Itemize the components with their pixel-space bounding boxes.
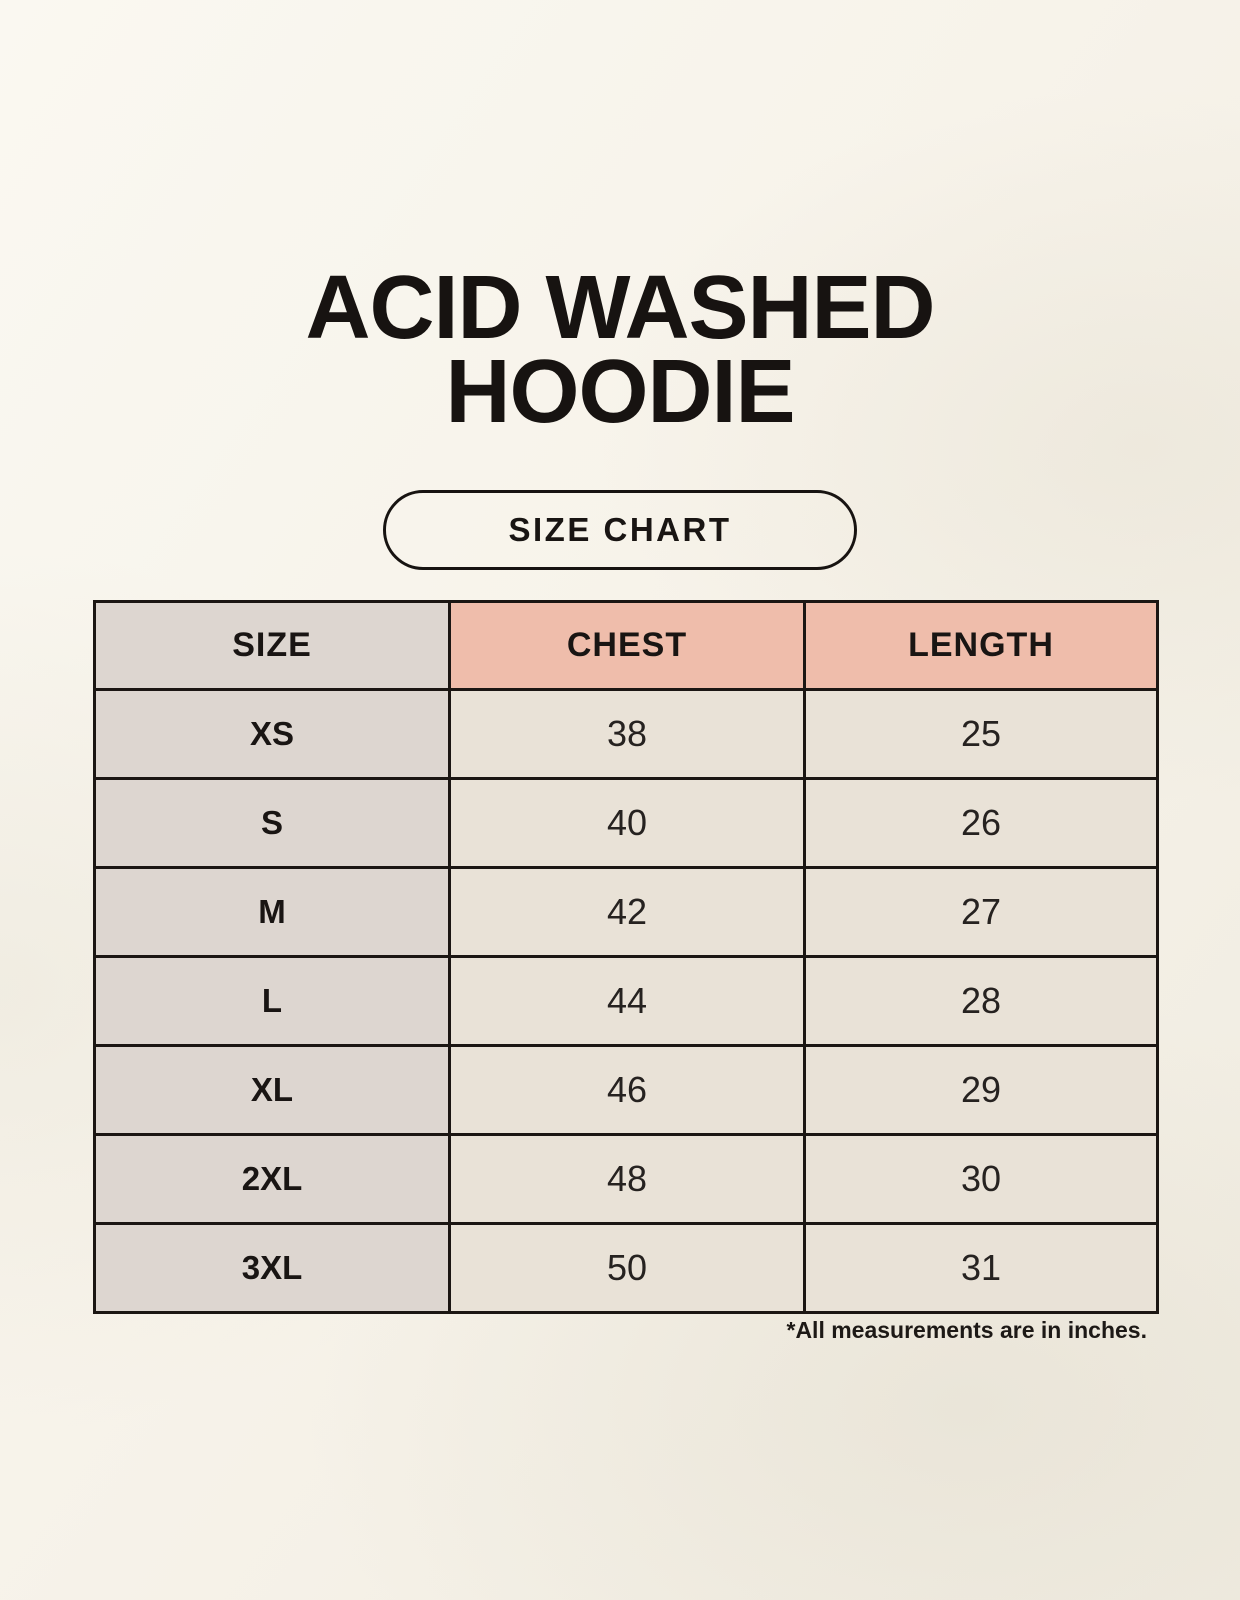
chest-cell: 50 [448, 1222, 806, 1314]
size-cell: 2XL [93, 1133, 451, 1225]
chest-cell: 46 [448, 1044, 806, 1136]
size-cell: XS [93, 688, 451, 780]
header-size: SIZE [93, 600, 451, 691]
table-row: 3XL 50 31 [93, 1222, 1159, 1314]
length-cell: 31 [803, 1222, 1159, 1314]
length-cell: 30 [803, 1133, 1159, 1225]
chest-cell: 44 [448, 955, 806, 1047]
size-cell: L [93, 955, 451, 1047]
table-row: S 40 26 [93, 777, 1159, 869]
length-cell: 29 [803, 1044, 1159, 1136]
table-row: M 42 27 [93, 866, 1159, 958]
size-chart-badge: SIZE CHART [383, 490, 857, 570]
table-row: XL 46 29 [93, 1044, 1159, 1136]
size-cell: S [93, 777, 451, 869]
table-header-row: SIZE CHEST LENGTH [93, 600, 1159, 691]
table-row: 2XL 48 30 [93, 1133, 1159, 1225]
size-cell: XL [93, 1044, 451, 1136]
size-cell: 3XL [93, 1222, 451, 1314]
length-cell: 26 [803, 777, 1159, 869]
length-cell: 28 [803, 955, 1159, 1047]
header-length: LENGTH [803, 600, 1159, 691]
size-table: SIZE CHEST LENGTH XS 38 25 S 40 26 M 42 … [93, 600, 1159, 1314]
chest-cell: 40 [448, 777, 806, 869]
chest-cell: 42 [448, 866, 806, 958]
table-row: L 44 28 [93, 955, 1159, 1047]
size-cell: M [93, 866, 451, 958]
length-cell: 27 [803, 866, 1159, 958]
chest-cell: 38 [448, 688, 806, 780]
product-title: ACID WASHED HOODIE [0, 258, 1240, 442]
size-chart-badge-label: SIZE CHART [508, 511, 732, 548]
length-cell: 25 [803, 688, 1159, 780]
product-title-line1: ACID WASHED [305, 258, 935, 358]
product-title-line2: HOODIE [445, 342, 795, 442]
table-row: XS 38 25 [93, 688, 1159, 780]
chest-cell: 48 [448, 1133, 806, 1225]
measurements-footnote: *All measurements are in inches. [786, 1317, 1148, 1343]
header-chest: CHEST [448, 600, 806, 691]
